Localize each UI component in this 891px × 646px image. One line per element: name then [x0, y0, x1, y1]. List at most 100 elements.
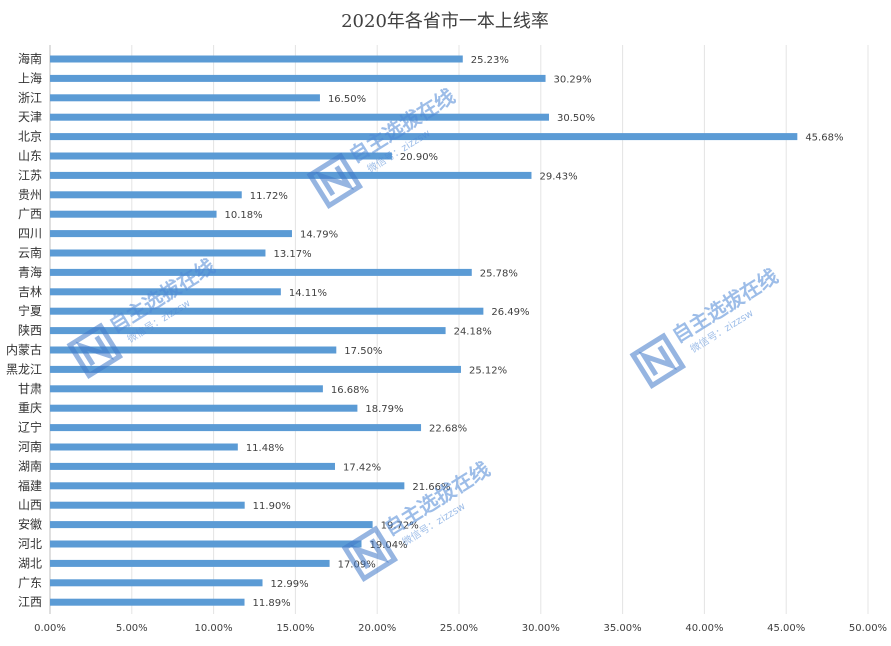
bar	[50, 521, 373, 529]
bar	[50, 230, 292, 238]
bar	[50, 443, 238, 451]
bar	[50, 404, 358, 412]
x-tick-label: 25.00%	[440, 623, 478, 634]
data-label: 17.50%	[344, 346, 382, 357]
category-label: 广西	[18, 207, 42, 221]
category-label: 天津	[18, 110, 42, 124]
data-label: 30.29%	[554, 74, 592, 85]
data-label: 29.43%	[539, 171, 577, 182]
x-tick-label: 40.00%	[685, 623, 723, 634]
category-label: 福建	[18, 478, 42, 493]
bar	[50, 307, 484, 315]
x-tick-label: 30.00%	[522, 623, 560, 634]
category-label: 山东	[18, 149, 42, 163]
bar	[50, 191, 242, 199]
data-label: 14.79%	[300, 230, 338, 241]
bar	[50, 482, 405, 490]
data-label: 11.72%	[250, 191, 288, 202]
category-label: 甘肃	[18, 382, 42, 396]
watermark-logo-icon	[66, 322, 124, 379]
category-label: 湖北	[18, 555, 42, 570]
data-label: 21.66%	[412, 482, 450, 493]
category-label: 陕西	[18, 323, 42, 338]
category-label: 贵州	[18, 188, 42, 202]
category-label: 广东	[18, 576, 42, 590]
data-label: 25.78%	[480, 268, 518, 279]
category-label: 湖南	[18, 458, 42, 473]
data-label: 16.50%	[328, 94, 366, 105]
category-label: 河南	[18, 439, 42, 454]
watermark-logo-n-icon	[315, 165, 355, 197]
category-label: 北京	[18, 130, 42, 144]
x-tick-label: 20.00%	[358, 623, 396, 634]
category-label: 青海	[18, 264, 42, 279]
x-tick-label: 45.00%	[767, 623, 805, 634]
bar	[50, 152, 392, 160]
x-tick-label: 50.00%	[849, 623, 887, 634]
bar	[50, 113, 549, 121]
watermark-logo-n-icon	[350, 538, 390, 570]
bar	[50, 579, 263, 587]
data-label: 22.68%	[429, 424, 467, 435]
bar	[50, 598, 245, 606]
data-label: 26.49%	[491, 307, 529, 318]
label-layer: 0.00% 5.00% 10.00% 15.00% 20.00% 25.00% 30.00%…	[6, 51, 887, 634]
category-label: 吉林	[18, 285, 42, 299]
category-label: 宁夏	[18, 303, 42, 318]
category-label: 江西	[18, 595, 42, 609]
data-label: 17.42%	[343, 462, 381, 473]
category-label: 安徽	[18, 517, 42, 532]
bar	[50, 327, 446, 335]
x-tick-label: 0.00%	[34, 623, 66, 634]
bar	[50, 559, 330, 567]
data-label: 16.68%	[331, 385, 369, 396]
watermark-logo-icon	[306, 152, 364, 209]
data-label: 25.12%	[469, 365, 507, 376]
bar	[50, 210, 217, 218]
watermark-logo-icon	[629, 332, 687, 389]
bar-layer	[50, 55, 798, 606]
data-label: 24.18%	[454, 327, 492, 338]
data-label: 18.79%	[365, 404, 403, 415]
data-label: 11.90%	[253, 501, 291, 512]
data-label: 45.68%	[805, 133, 843, 144]
data-label: 14.11%	[289, 288, 327, 299]
bar	[50, 365, 461, 373]
x-tick-label: 10.00%	[195, 623, 233, 634]
category-label: 重庆	[18, 401, 42, 415]
bar	[50, 288, 281, 296]
x-tick-label: 5.00%	[116, 623, 148, 634]
data-label: 10.18%	[225, 210, 263, 221]
bar	[50, 74, 546, 82]
category-label: 黑龙江	[6, 362, 42, 376]
data-label: 25.23%	[471, 55, 509, 66]
bar	[50, 501, 245, 509]
category-label: 海南	[18, 51, 42, 66]
category-label: 山西	[18, 498, 42, 512]
bar	[50, 133, 798, 141]
chart-title: 2020年各省市一本上线率	[341, 11, 549, 32]
category-label: 上海	[18, 70, 42, 85]
category-label: 云南	[18, 245, 42, 260]
bar	[50, 424, 422, 432]
watermark-logo-icon	[341, 525, 399, 582]
bar	[50, 385, 323, 393]
category-label: 内蒙古	[6, 342, 42, 357]
data-label: 13.17%	[273, 249, 311, 260]
data-label: 19.72%	[381, 521, 419, 532]
watermark-logo-n-icon	[75, 335, 115, 367]
x-tick-label: 15.00%	[276, 623, 314, 634]
data-label: 20.90%	[400, 152, 438, 163]
data-label: 30.50%	[557, 113, 595, 124]
bar	[50, 540, 362, 548]
bar	[50, 94, 320, 102]
bar	[50, 268, 472, 276]
bar	[50, 346, 337, 354]
category-label: 浙江	[18, 91, 42, 105]
category-label: 辽宁	[18, 420, 42, 435]
category-label: 河北	[18, 537, 42, 551]
data-label: 12.99%	[271, 579, 309, 590]
watermark-logo-n-icon	[638, 345, 678, 377]
